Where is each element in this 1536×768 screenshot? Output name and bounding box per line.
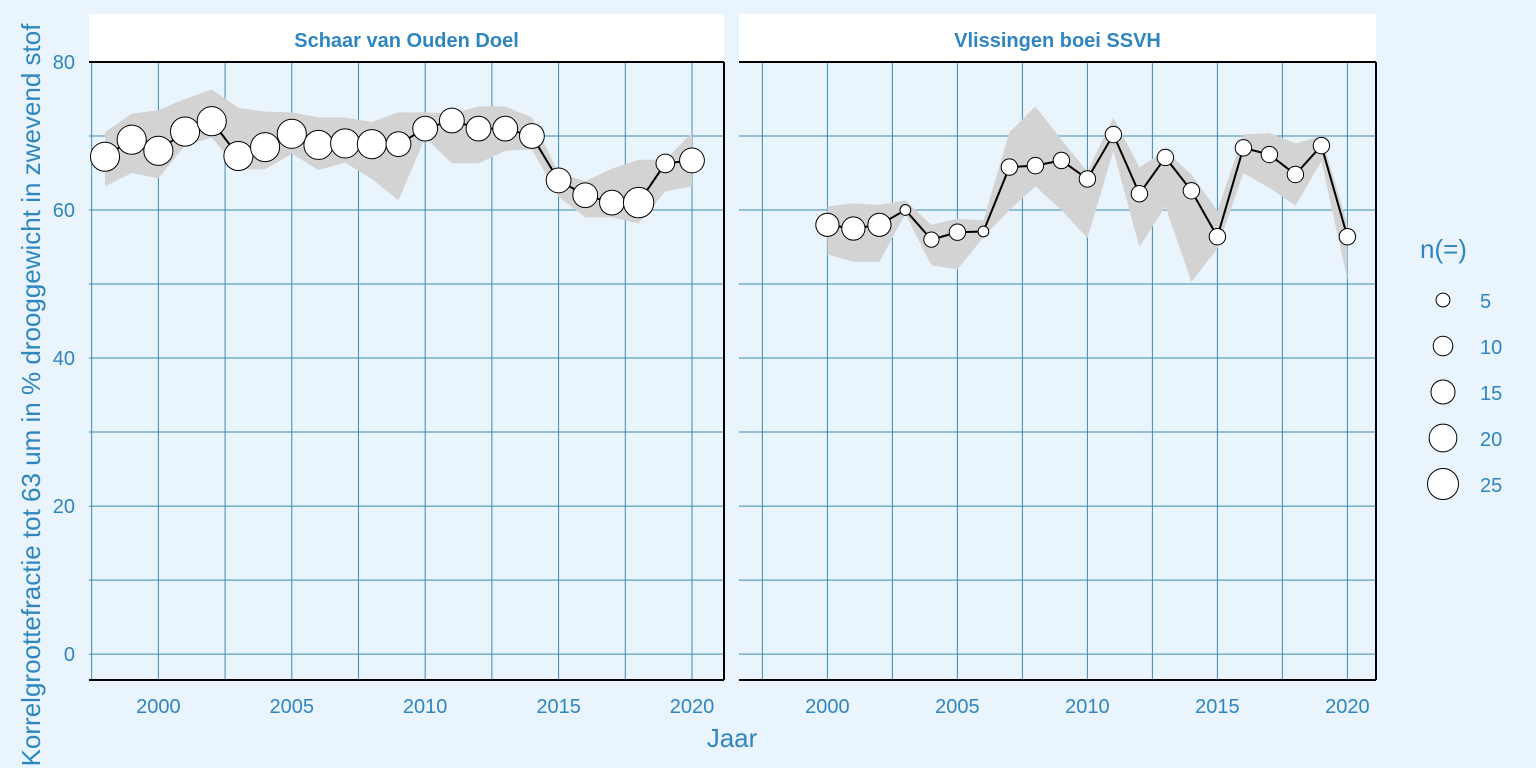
- data-point: [276, 118, 307, 149]
- data-point: [815, 212, 840, 237]
- data-point: [655, 153, 676, 174]
- panel-left-frame: [89, 61, 725, 681]
- data-point: [545, 167, 572, 194]
- legend-label: 5: [1480, 291, 1491, 313]
- data-point: [303, 129, 334, 160]
- data-point: [1286, 165, 1305, 184]
- panel-right-frame: [739, 61, 1377, 681]
- data-point: [250, 132, 281, 163]
- panel-right-strip: [739, 14, 1376, 61]
- data-point: [492, 115, 519, 142]
- legend-symbol: [1427, 468, 1459, 500]
- panel-left-points: [89, 106, 705, 219]
- legend-symbol: [1435, 292, 1451, 308]
- data-point: [385, 131, 412, 158]
- x-tick-label: 2020: [1325, 696, 1370, 718]
- data-point: [89, 141, 121, 172]
- x-tick-label: 2015: [536, 696, 581, 718]
- data-point: [867, 212, 892, 237]
- data-point: [1130, 185, 1149, 203]
- y-tick-label: 40: [53, 348, 75, 370]
- y-axis-title: Korrelgroottefractie tot 63 um in % droo…: [16, 23, 46, 767]
- data-point: [330, 128, 361, 159]
- data-point: [622, 186, 655, 219]
- legend-symbol: [1432, 335, 1454, 357]
- y-tick-label: 60: [53, 200, 75, 222]
- x-tick-label: 2010: [1065, 696, 1110, 718]
- panel-left-x-ticks: 2000 2005 2010 2015 2020: [136, 696, 714, 718]
- data-point: [572, 182, 599, 209]
- data-point: [599, 189, 625, 216]
- panel-left-title: Schaar van Ouden Doel: [294, 30, 519, 52]
- data-point: [977, 225, 990, 238]
- x-tick-label: 2000: [136, 696, 181, 718]
- panel-right-title: Vlissingen boei SSVH: [954, 30, 1161, 52]
- x-tick-label: 2015: [1195, 696, 1240, 718]
- legend-label: 20: [1480, 429, 1502, 451]
- data-point: [948, 223, 967, 241]
- data-point: [1078, 170, 1097, 188]
- panel-right-grid: [739, 61, 1376, 680]
- data-point: [1182, 182, 1201, 200]
- data-point: [143, 135, 174, 166]
- legend-symbol: [1428, 423, 1458, 453]
- panel-right: Vlissingen boei SSVH 2000 2005 2010 2015 202…: [739, 14, 1377, 718]
- data-point: [841, 216, 866, 241]
- panel-right-x-ticks: 2000 2005 2010 2015 2020: [805, 696, 1370, 718]
- y-tick-label: 20: [53, 496, 75, 518]
- legend-label: 10: [1480, 337, 1502, 359]
- data-point: [923, 231, 940, 248]
- data-point: [356, 129, 387, 160]
- y-tick-label: 80: [53, 52, 75, 74]
- y-tick-label: 0: [64, 644, 75, 666]
- legend: n(=) 5 10 15 20 25: [1420, 234, 1502, 500]
- data-point: [1156, 148, 1175, 167]
- panel-left-strip: [89, 14, 724, 61]
- data-point: [1312, 136, 1331, 155]
- data-point: [1338, 227, 1357, 246]
- legend-label: 15: [1480, 383, 1502, 405]
- data-point: [170, 116, 201, 147]
- data-point: [1234, 139, 1253, 157]
- x-tick-label: 2010: [403, 696, 448, 718]
- y-axis-ticks: 0 20 40 60 80: [53, 52, 75, 666]
- data-point: [518, 123, 545, 149]
- data-point: [223, 140, 254, 172]
- data-point: [1260, 145, 1279, 164]
- data-point: [1208, 227, 1227, 246]
- x-tick-label: 2020: [670, 696, 715, 718]
- data-point: [438, 107, 465, 134]
- panel-left: Schaar van Ouden Doel 2000 2005 2010 2015 20…: [89, 14, 725, 718]
- legend-label: 25: [1480, 475, 1502, 497]
- data-point: [1104, 125, 1123, 144]
- data-point: [116, 124, 147, 155]
- data-point: [465, 115, 492, 142]
- data-point: [1026, 156, 1045, 175]
- data-point: [679, 147, 705, 174]
- panel-right-points: [815, 125, 1357, 248]
- x-tick-label: 2005: [270, 696, 315, 718]
- data-point: [1000, 158, 1019, 176]
- legend-title: n(=): [1420, 234, 1467, 264]
- data-point: [412, 115, 439, 142]
- legend-symbol: [1430, 379, 1456, 405]
- data-point: [899, 204, 912, 216]
- data-point: [196, 106, 227, 137]
- x-tick-label: 2005: [935, 696, 980, 718]
- data-point: [1052, 151, 1071, 170]
- x-axis-title: Jaar: [707, 723, 758, 753]
- x-tick-label: 2000: [805, 696, 850, 718]
